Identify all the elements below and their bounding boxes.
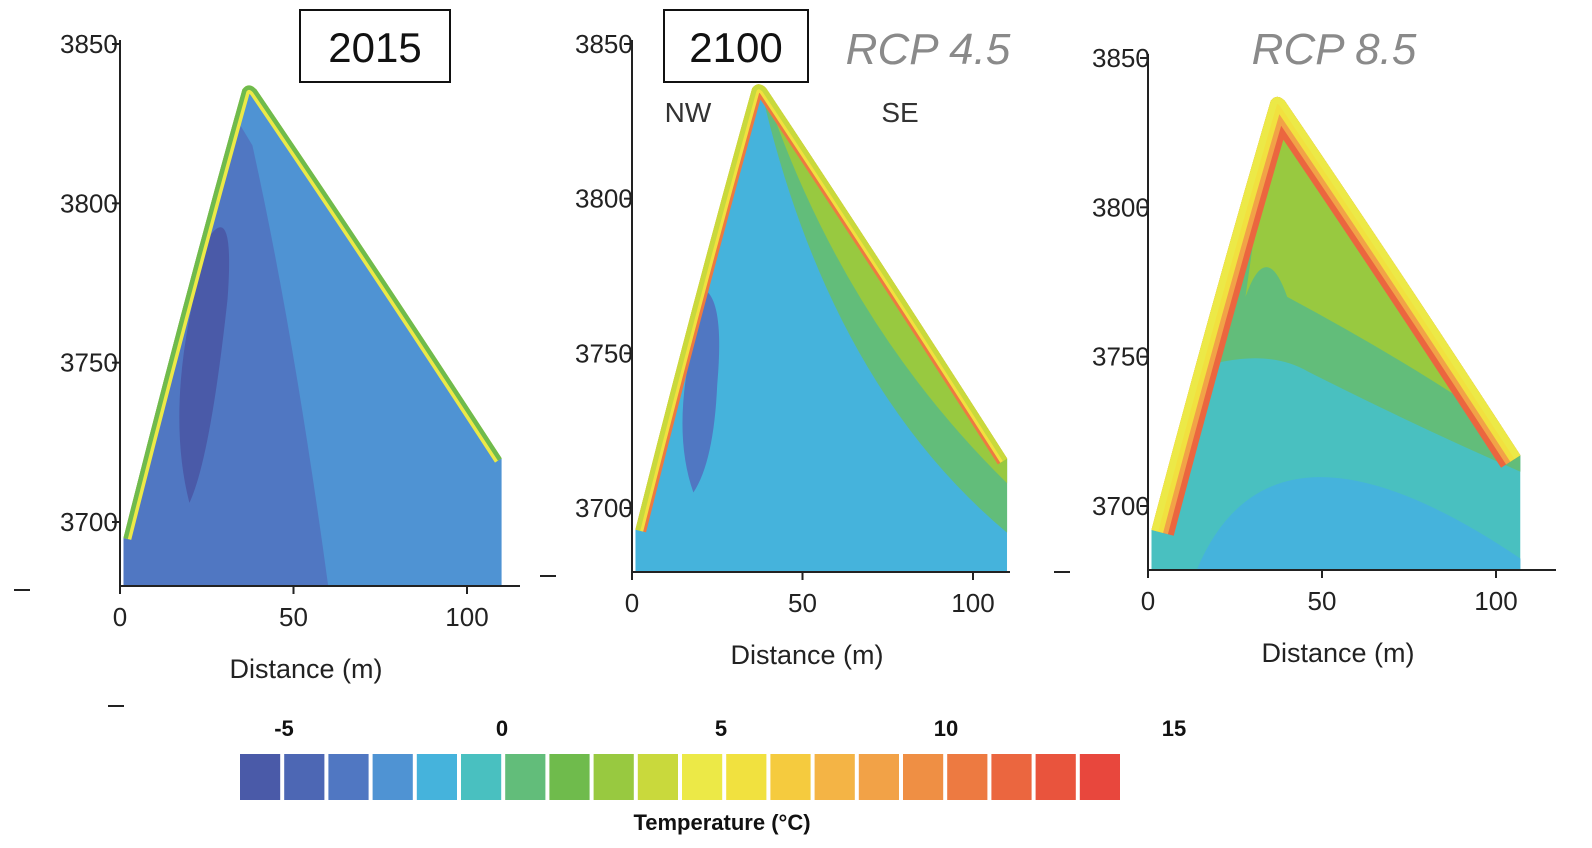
colorbar-swatch xyxy=(284,754,325,800)
colorbar-swatch xyxy=(770,754,811,800)
year-label: 2015 xyxy=(328,24,421,71)
colorbar-swatch xyxy=(991,754,1032,800)
x-tick-label: 100 xyxy=(1474,586,1517,616)
y-tick-label: 3800 xyxy=(575,184,633,214)
colorbar-tick: 5 xyxy=(715,716,727,741)
surface-band xyxy=(635,84,1008,531)
y-tick-label: 3700 xyxy=(60,507,118,537)
isotherm-core xyxy=(682,291,720,493)
colorbar-tick: 15 xyxy=(1162,716,1186,741)
x-tick-label: 50 xyxy=(1308,586,1337,616)
colorbar-swatch xyxy=(461,754,502,800)
y-tick-label: 3850 xyxy=(575,29,633,59)
colorbar-tick: 10 xyxy=(934,716,958,741)
panel-2: 3700 3750 3800 3850 0 50 100 Distance (m) 2100 RC… xyxy=(575,9,1011,670)
year-box xyxy=(299,9,451,83)
colorbar: -5 0 5 10 15 Temperature (°C) xyxy=(240,716,1186,835)
colorbar-swatch xyxy=(1035,754,1076,800)
x-tick-label: 100 xyxy=(445,602,488,632)
isotherm-cold xyxy=(123,105,329,586)
temperature-field xyxy=(1151,96,1521,571)
x-tick-label: 0 xyxy=(625,588,639,618)
panel-3: 3700 3750 3800 3850 0 50 100 Distance (m) RCP 8.… xyxy=(1092,25,1556,668)
direction-nw: NW xyxy=(665,97,712,128)
direction-se: SE xyxy=(881,97,918,128)
colorbar-swatch xyxy=(240,754,281,800)
colorbar-swatch xyxy=(947,754,988,800)
colorbar-swatch xyxy=(416,754,457,800)
y-tick-label: 3800 xyxy=(1092,192,1150,222)
colorbar-tick: 0 xyxy=(496,716,508,741)
y-tick-label: 3800 xyxy=(60,188,118,218)
colorbar-swatch xyxy=(682,754,723,800)
colorbar-swatch xyxy=(1079,754,1120,800)
y-tick-label: 3700 xyxy=(1092,491,1150,521)
colorbar-swatch xyxy=(726,754,767,800)
surface-band xyxy=(123,85,502,540)
panel-1: 3700 3750 3800 3850 0 50 100 Distance (m) 2015 xyxy=(60,9,520,684)
isotherm-core xyxy=(179,227,230,503)
y-tick-label: 3750 xyxy=(1092,342,1150,372)
scenario-label: RCP 4.5 xyxy=(846,25,1011,74)
colorbar-swatch xyxy=(549,754,590,800)
colorbar-tick: -5 xyxy=(274,716,294,741)
temperature-field xyxy=(635,84,1008,573)
colorbar-swatch xyxy=(903,754,944,800)
colorbar-swatch xyxy=(505,754,546,800)
y-tick-label: 3700 xyxy=(575,493,633,523)
colorbar-swatch xyxy=(814,754,855,800)
colorbar-swatch xyxy=(372,754,413,800)
x-tick-label: 100 xyxy=(951,588,994,618)
scenario-label: RCP 8.5 xyxy=(1252,25,1417,74)
year-box xyxy=(663,9,809,83)
colorbar-swatch xyxy=(593,754,634,800)
x-tick-label: 0 xyxy=(113,602,127,632)
x-axis-label: Distance (m) xyxy=(1261,638,1414,668)
colorbar-title: Temperature (°C) xyxy=(633,810,810,835)
year-label: 2100 xyxy=(689,24,782,71)
y-tick-label: 3750 xyxy=(575,338,633,368)
x-tick-label: 0 xyxy=(1141,586,1155,616)
x-axis-label: Distance (m) xyxy=(730,640,883,670)
x-tick-label: 50 xyxy=(788,588,817,618)
x-tick-label: 50 xyxy=(279,602,308,632)
y-tick-label: 3750 xyxy=(60,348,118,378)
x-axis-label: Distance (m) xyxy=(229,654,382,684)
surface-band xyxy=(1151,96,1521,532)
colorbar-swatch xyxy=(637,754,678,800)
colorbar-swatch xyxy=(328,754,369,800)
temperature-field xyxy=(123,85,502,586)
y-tick-label: 3850 xyxy=(60,29,118,59)
y-tick-label: 3850 xyxy=(1092,43,1150,73)
colorbar-swatch xyxy=(858,754,899,800)
isotherm-deep xyxy=(1196,477,1521,570)
